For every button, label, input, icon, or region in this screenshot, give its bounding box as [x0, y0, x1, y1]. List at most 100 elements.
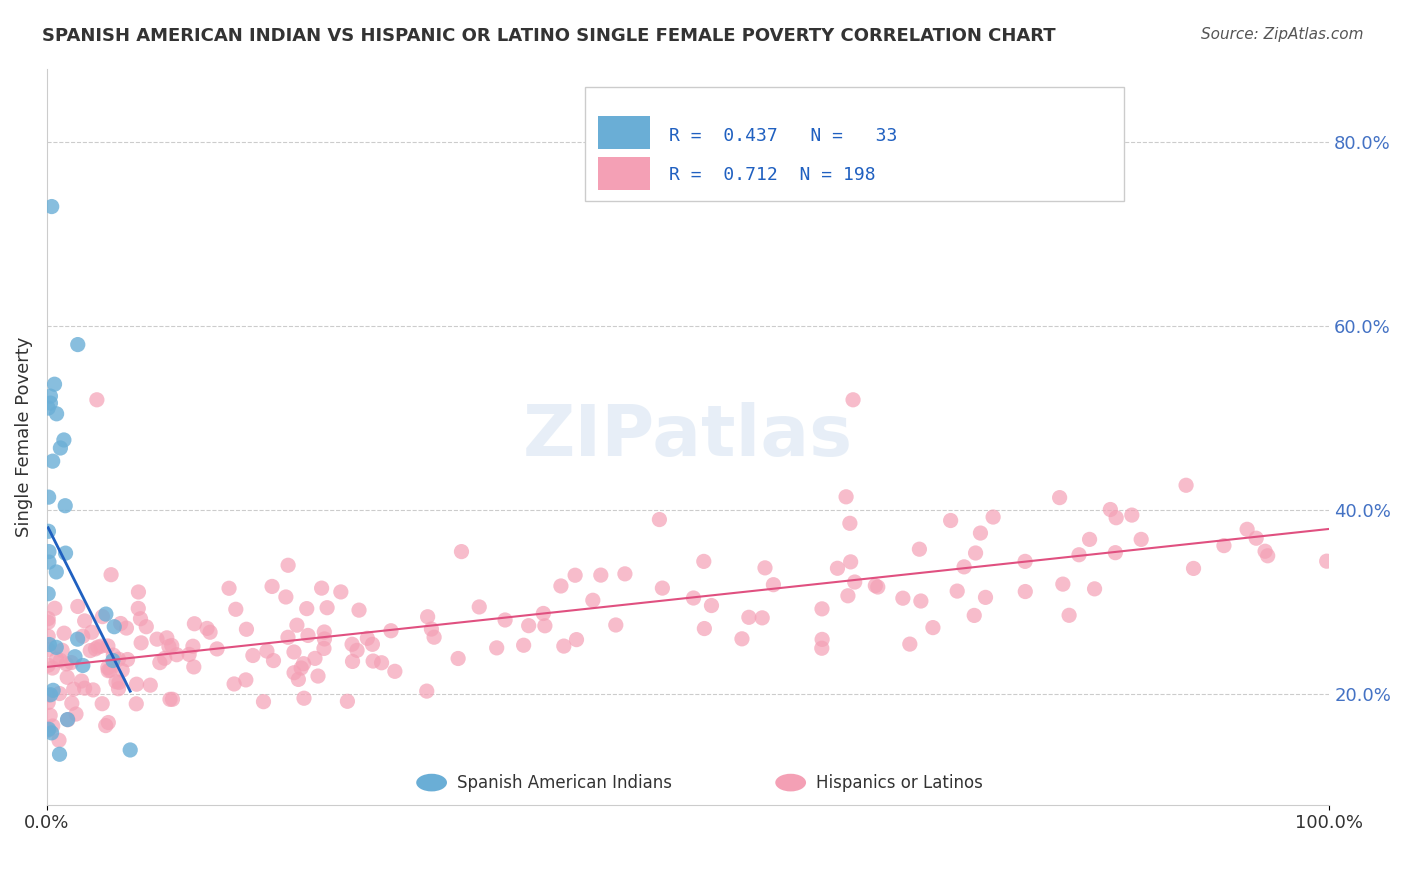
- Hispanics or Latinos: [62, 682, 84, 697]
- Hispanics or Latinos: [66, 599, 89, 614]
- Spanish American Indians: [42, 683, 65, 698]
- Hispanics or Latinos: [84, 641, 107, 656]
- Hispanics or Latinos: [90, 639, 112, 653]
- Hispanics or Latinos: [56, 670, 79, 684]
- Hispanics or Latinos: [1257, 549, 1279, 563]
- Hispanics or Latinos: [94, 718, 117, 732]
- Hispanics or Latinos: [762, 577, 785, 591]
- Hispanics or Latinos: [939, 514, 962, 528]
- Hispanics or Latinos: [86, 392, 108, 407]
- Hispanics or Latinos: [531, 607, 554, 621]
- Spanish American Indians: [38, 638, 60, 652]
- Hispanics or Latinos: [146, 632, 169, 647]
- Hispanics or Latinos: [1254, 544, 1277, 558]
- Hispanics or Latinos: [103, 648, 125, 662]
- Spanish American Indians: [37, 587, 59, 601]
- Hispanics or Latinos: [380, 624, 402, 638]
- FancyBboxPatch shape: [599, 157, 650, 190]
- Spanish American Indians: [53, 499, 76, 513]
- Hispanics or Latinos: [589, 568, 612, 582]
- Spanish American Indians: [94, 607, 117, 621]
- Spanish American Indians: [55, 546, 77, 560]
- Hispanics or Latinos: [149, 656, 172, 670]
- Spanish American Indians: [41, 200, 63, 214]
- Hispanics or Latinos: [60, 696, 83, 710]
- Hispanics or Latinos: [304, 651, 326, 665]
- Spanish American Indians: [45, 565, 67, 579]
- Spanish American Indians: [39, 396, 62, 410]
- Hispanics or Latinos: [82, 682, 104, 697]
- Hispanics or Latinos: [1175, 478, 1198, 492]
- Hispanics or Latinos: [314, 625, 336, 640]
- Hispanics or Latinos: [97, 664, 120, 678]
- Hispanics or Latinos: [72, 629, 94, 643]
- Hispanics or Latinos: [252, 695, 274, 709]
- Hispanics or Latinos: [564, 568, 586, 582]
- Hispanics or Latinos: [117, 652, 139, 666]
- Hispanics or Latinos: [582, 593, 605, 607]
- Hispanics or Latinos: [108, 675, 131, 690]
- Hispanics or Latinos: [73, 614, 96, 628]
- Hispanics or Latinos: [285, 618, 308, 632]
- Hispanics or Latinos: [517, 618, 540, 632]
- Hispanics or Latinos: [98, 663, 121, 677]
- Hispanics or Latinos: [115, 621, 138, 635]
- Hispanics or Latinos: [450, 544, 472, 558]
- Hispanics or Latinos: [80, 625, 103, 640]
- Hispanics or Latinos: [700, 599, 723, 613]
- Y-axis label: Single Female Poverty: Single Female Poverty: [15, 336, 32, 537]
- Hispanics or Latinos: [1083, 582, 1105, 596]
- Spanish American Indians: [39, 389, 62, 403]
- Spanish American Indians: [41, 454, 63, 468]
- Hispanics or Latinos: [91, 697, 114, 711]
- Hispanics or Latinos: [835, 490, 858, 504]
- Hispanics or Latinos: [44, 601, 66, 615]
- Hispanics or Latinos: [1130, 533, 1153, 547]
- Hispanics or Latinos: [125, 677, 148, 691]
- Hispanics or Latinos: [1014, 584, 1036, 599]
- Hispanics or Latinos: [97, 660, 120, 674]
- Hispanics or Latinos: [135, 620, 157, 634]
- Hispanics or Latinos: [73, 681, 96, 696]
- Hispanics or Latinos: [340, 637, 363, 651]
- Hispanics or Latinos: [314, 632, 336, 646]
- Hispanics or Latinos: [370, 656, 392, 670]
- Hispanics or Latinos: [205, 641, 228, 656]
- Spanish American Indians: [72, 658, 94, 673]
- Hispanics or Latinos: [731, 632, 754, 646]
- Hispanics or Latinos: [866, 580, 889, 594]
- Hispanics or Latinos: [810, 641, 832, 656]
- Hispanics or Latinos: [129, 636, 152, 650]
- Hispanics or Latinos: [307, 669, 329, 683]
- Spanish American Indians: [120, 743, 142, 757]
- Text: R =  0.712  N = 198: R = 0.712 N = 198: [669, 166, 876, 184]
- Hispanics or Latinos: [1049, 491, 1071, 505]
- Hispanics or Latinos: [613, 566, 636, 581]
- Hispanics or Latinos: [79, 643, 101, 657]
- Hispanics or Latinos: [290, 661, 312, 675]
- Hispanics or Latinos: [277, 558, 299, 573]
- FancyBboxPatch shape: [585, 87, 1123, 201]
- Hispanics or Latinos: [181, 639, 204, 653]
- Hispanics or Latinos: [447, 651, 470, 665]
- Hispanics or Latinos: [693, 622, 716, 636]
- Hispanics or Latinos: [1182, 561, 1205, 575]
- Spanish American Indians: [37, 524, 59, 539]
- Circle shape: [775, 773, 806, 791]
- Hispanics or Latinos: [37, 612, 59, 626]
- Text: R =  0.437   N =   33: R = 0.437 N = 33: [669, 128, 897, 145]
- Hispanics or Latinos: [416, 684, 439, 698]
- Hispanics or Latinos: [55, 657, 77, 671]
- Hispanics or Latinos: [811, 632, 834, 647]
- Hispanics or Latinos: [316, 600, 339, 615]
- Hispanics or Latinos: [1099, 502, 1122, 516]
- Hispanics or Latinos: [91, 609, 114, 624]
- Hispanics or Latinos: [100, 567, 122, 582]
- Hispanics or Latinos: [1104, 546, 1126, 560]
- Hispanics or Latinos: [157, 640, 180, 654]
- Spanish American Indians: [56, 713, 79, 727]
- Spanish American Indians: [66, 632, 89, 647]
- Hispanics or Latinos: [312, 641, 335, 656]
- Hispanics or Latinos: [898, 637, 921, 651]
- Hispanics or Latinos: [1121, 508, 1143, 522]
